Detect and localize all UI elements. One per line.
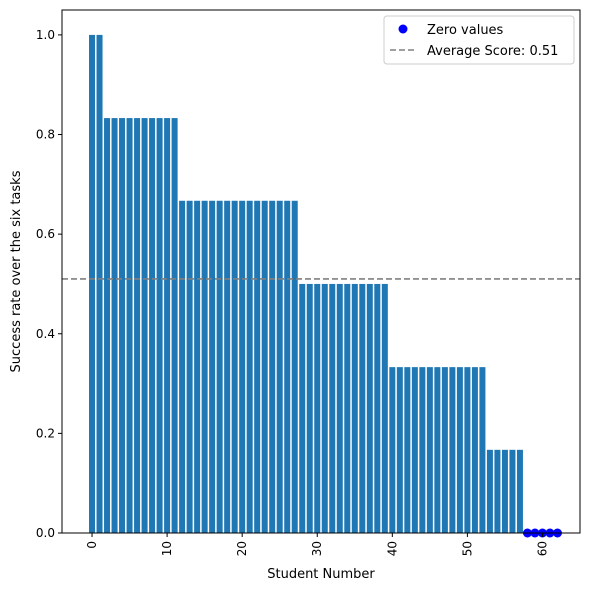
bar — [164, 118, 171, 533]
x-tick-label: 10 — [160, 541, 174, 556]
bar — [441, 367, 448, 533]
bar — [156, 118, 163, 533]
bar — [329, 283, 336, 533]
bar — [96, 34, 103, 534]
bar — [89, 34, 96, 534]
bar — [419, 367, 426, 533]
bar — [486, 449, 493, 533]
bar — [284, 200, 291, 533]
bar — [509, 449, 516, 533]
y-tick-label: 0.2 — [36, 426, 55, 440]
bar — [494, 449, 501, 533]
y-axis-ticks: 0.0 0.2 0.4 0.6 0.8 1.0 — [36, 28, 62, 540]
bar — [261, 200, 268, 533]
legend-zero-values-marker — [398, 24, 408, 34]
bar — [374, 283, 381, 533]
bar — [404, 367, 411, 533]
bar — [209, 200, 216, 533]
bar — [306, 283, 313, 533]
bar — [269, 200, 276, 533]
y-tick-label: 0.6 — [36, 227, 55, 241]
bar — [276, 200, 283, 533]
bar — [119, 118, 126, 533]
legend: Zero values Average Score: 0.51 — [383, 15, 575, 65]
bar — [381, 283, 388, 533]
x-tick-label: 30 — [310, 541, 324, 556]
bar — [246, 200, 253, 533]
bar — [449, 367, 456, 533]
x-axis-label: Student Number — [267, 567, 375, 582]
x-tick-label: 20 — [235, 541, 249, 556]
bar — [396, 367, 403, 533]
bar — [239, 200, 246, 533]
bar — [194, 200, 201, 533]
bar — [321, 283, 328, 533]
bars-group — [89, 34, 523, 534]
bar — [186, 200, 193, 533]
bar — [434, 367, 441, 533]
legend-box — [383, 15, 575, 65]
bar — [254, 200, 261, 533]
bar — [456, 367, 463, 533]
x-tick-label: 60 — [535, 541, 549, 556]
bar — [291, 200, 298, 533]
bar — [141, 118, 148, 533]
bar — [111, 118, 118, 533]
legend-average-score-label: Average Score: 0.51 — [427, 44, 558, 59]
bar — [149, 118, 156, 533]
bar — [126, 118, 133, 533]
bar — [179, 200, 186, 533]
bar — [231, 200, 238, 533]
y-axis-label: Success rate over the six tasks — [9, 170, 24, 372]
bar — [479, 367, 486, 533]
x-tick-label: 40 — [385, 541, 399, 556]
bar — [216, 200, 223, 533]
bar — [471, 367, 478, 533]
bar — [299, 283, 306, 533]
bar — [104, 118, 111, 533]
bar — [201, 200, 208, 533]
bar — [336, 283, 343, 533]
legend-zero-values-label: Zero values — [427, 23, 504, 38]
x-tick-label: 0 — [85, 541, 99, 549]
y-tick-label: 0.4 — [36, 327, 55, 341]
plot-frame — [61, 9, 581, 534]
x-axis-ticks: 0 10 20 30 40 50 60 — [85, 533, 549, 556]
y-tick-label: 1.0 — [36, 28, 55, 42]
bar — [171, 118, 178, 533]
bar — [314, 283, 321, 533]
bar — [389, 367, 396, 533]
bar — [344, 283, 351, 533]
bar — [224, 200, 231, 533]
x-tick-label: 50 — [460, 541, 474, 556]
bar — [426, 367, 433, 533]
y-tick-label: 0.0 — [36, 526, 55, 540]
bar — [359, 283, 366, 533]
bar — [516, 449, 523, 533]
bar — [134, 118, 141, 533]
bar — [366, 283, 373, 533]
bar — [501, 449, 508, 533]
bar — [464, 367, 471, 533]
bar — [411, 367, 418, 533]
y-tick-label: 0.8 — [36, 128, 55, 142]
bar — [351, 283, 358, 533]
